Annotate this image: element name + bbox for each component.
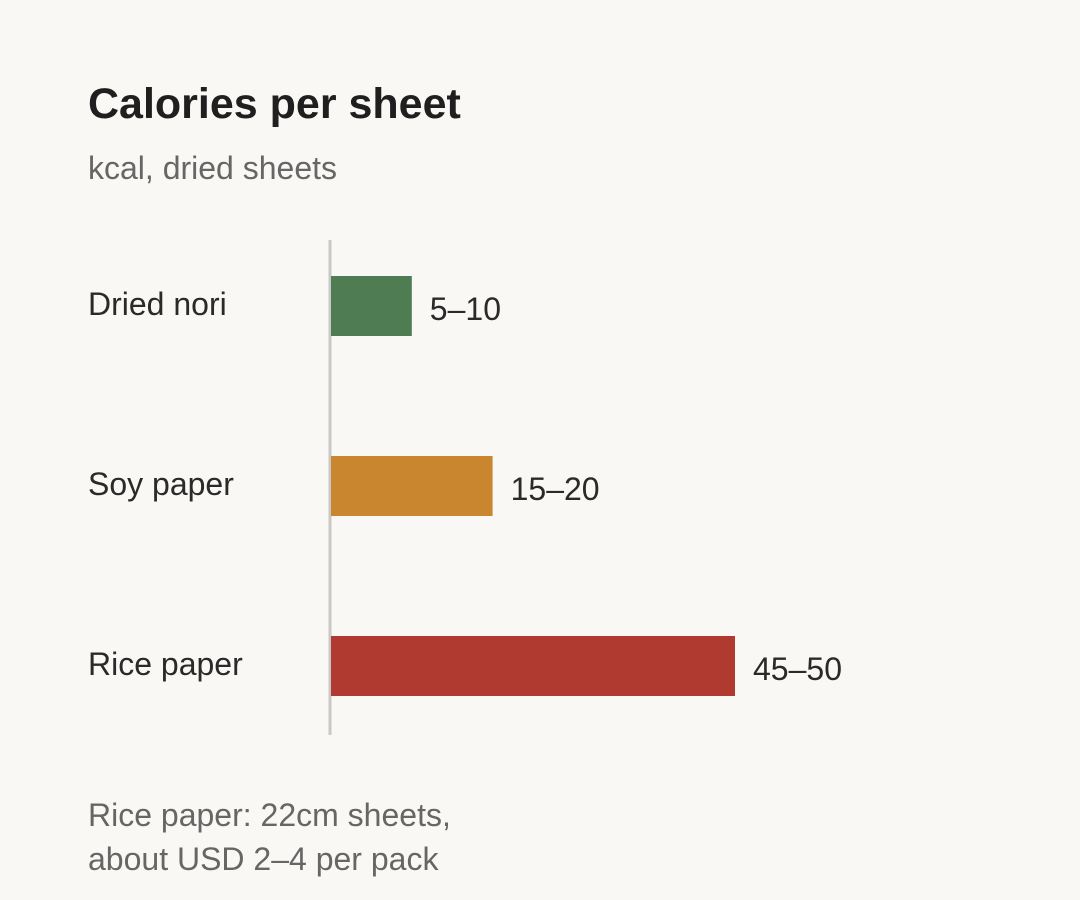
category-label: Rice paper xyxy=(88,646,243,682)
bar xyxy=(331,276,412,336)
category-label: Soy paper xyxy=(88,466,234,502)
chart-title: Calories per sheet xyxy=(88,80,461,128)
value-label: 15–20 xyxy=(511,471,600,507)
value-label: 45–50 xyxy=(753,651,842,687)
chart-subtitle: kcal, dried sheets xyxy=(88,150,338,186)
bar xyxy=(331,456,493,516)
footnote-line-2: about USD 2–4 per pack xyxy=(88,841,439,877)
footnote-line-1: Rice paper: 22cm sheets, xyxy=(88,797,451,833)
category-label: Dried nori xyxy=(88,286,227,322)
footnote: Rice paper: 22cm sheets, about USD 2–4 p… xyxy=(88,793,451,881)
value-label: 5–10 xyxy=(430,291,501,327)
bar xyxy=(331,636,735,696)
